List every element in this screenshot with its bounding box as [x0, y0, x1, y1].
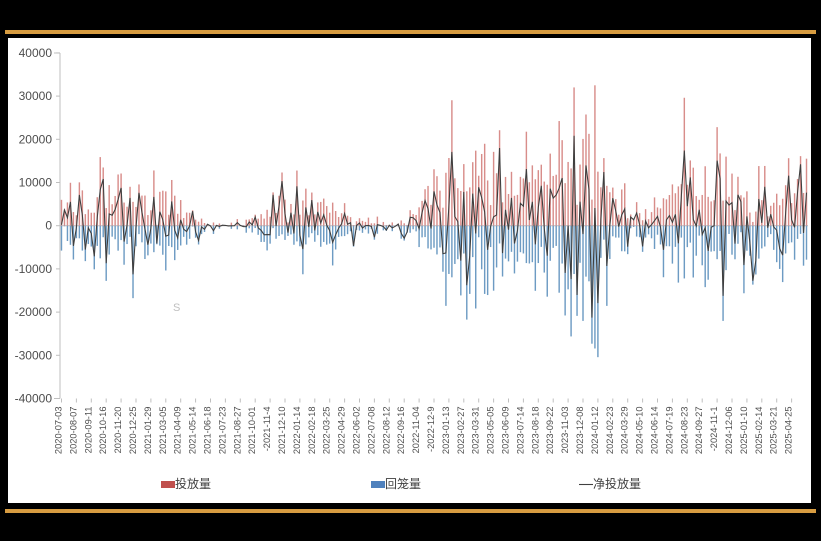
svg-text:2024-12-06: 2024-12-06 — [724, 407, 734, 455]
svg-text:2023-03-31: 2023-03-31 — [471, 407, 481, 455]
svg-text:2024-06-14: 2024-06-14 — [650, 407, 660, 455]
svg-text:30000: 30000 — [19, 89, 53, 103]
svg-text:-2024-11-1: -2024-11-1 — [709, 407, 719, 452]
svg-text:10000: 10000 — [19, 176, 53, 190]
svg-text:2021-10-01: 2021-10-01 — [247, 407, 257, 455]
svg-text:2025-01-10: 2025-01-10 — [739, 407, 749, 455]
svg-text:2023-06-09: 2023-06-09 — [501, 407, 511, 455]
svg-text:2023-12-08: 2023-12-08 — [575, 407, 585, 455]
svg-text:2022-07-08: 2022-07-08 — [366, 407, 376, 455]
svg-text:20000: 20000 — [19, 132, 53, 146]
svg-text:回笼量: 回笼量 — [385, 476, 421, 491]
svg-text:2022-03-25: 2022-03-25 — [322, 407, 332, 455]
svg-text:2020-09-11: 2020-09-11 — [83, 407, 93, 454]
svg-text:2024-09-27: 2024-09-27 — [694, 407, 704, 455]
svg-text:2022-08-12: 2022-08-12 — [381, 407, 391, 455]
svg-text:2021-01-29: 2021-01-29 — [143, 407, 153, 455]
svg-text:-30000: -30000 — [15, 348, 53, 362]
svg-text:-2021-11-4: -2021-11-4 — [262, 407, 272, 452]
svg-text:S: S — [173, 302, 180, 314]
svg-text:2021-03-05: 2021-03-05 — [158, 407, 168, 455]
svg-text:2020-07-03: 2020-07-03 — [53, 407, 63, 455]
svg-text:2021-07-23: 2021-07-23 — [217, 407, 227, 455]
svg-text:2022-09-16: 2022-09-16 — [396, 407, 406, 455]
svg-text:2025-03-21: 2025-03-21 — [769, 407, 779, 455]
svg-text:2024-02-23: 2024-02-23 — [605, 407, 615, 455]
svg-text:2023-01-13: 2023-01-13 — [441, 407, 451, 455]
svg-text:2024-07-19: 2024-07-19 — [664, 407, 674, 455]
svg-text:2022-06-02: 2022-06-02 — [352, 407, 362, 455]
svg-text:2021-12-10: 2021-12-10 — [277, 407, 287, 455]
svg-text:2024-03-29: 2024-03-29 — [620, 407, 630, 455]
svg-text:2023-08-18: 2023-08-18 — [530, 407, 540, 455]
svg-text:净投放量: 净投放量 — [593, 476, 641, 491]
svg-text:2024-01-12: 2024-01-12 — [590, 407, 600, 455]
svg-text:2023-02-27: 2023-02-27 — [456, 407, 466, 455]
svg-text:2020-10-16: 2020-10-16 — [98, 407, 108, 455]
svg-text:2023-09-22: 2023-09-22 — [545, 407, 555, 455]
svg-text:2021-08-27: 2021-08-27 — [232, 407, 242, 455]
svg-text:-40000: -40000 — [15, 392, 53, 406]
svg-text:2022-01-14: 2022-01-14 — [292, 407, 302, 455]
svg-text:40000: 40000 — [19, 46, 53, 60]
svg-text:0: 0 — [45, 219, 52, 233]
svg-text:2023-07-14: 2023-07-14 — [515, 407, 525, 455]
svg-text:2024-08-23: 2024-08-23 — [679, 407, 689, 455]
svg-text:2020-12-25: 2020-12-25 — [128, 407, 138, 455]
svg-text:2020-11-20: 2020-11-20 — [113, 407, 123, 454]
svg-text:2024-05-10: 2024-05-10 — [635, 407, 645, 455]
svg-text:2022-11-04: 2022-11-04 — [411, 407, 421, 454]
svg-text:2021-06-18: 2021-06-18 — [202, 407, 212, 455]
svg-text:2025-04-25: 2025-04-25 — [784, 407, 794, 455]
svg-text:-20000: -20000 — [15, 305, 53, 319]
svg-text:2025-02-14: 2025-02-14 — [754, 407, 764, 455]
svg-text:2022-04-29: 2022-04-29 — [337, 407, 347, 455]
svg-text:-10000: -10000 — [15, 262, 53, 276]
svg-text:2021-05-14: 2021-05-14 — [188, 407, 198, 455]
svg-text:投放量: 投放量 — [175, 476, 211, 491]
svg-text:2020-08-07: 2020-08-07 — [68, 407, 78, 455]
svg-text:-2022-12-9: -2022-12-9 — [426, 407, 436, 452]
svg-text:2022-02-18: 2022-02-18 — [307, 407, 317, 455]
svg-text:2023-11-03: 2023-11-03 — [560, 407, 570, 454]
svg-text:2023-05-05: 2023-05-05 — [486, 406, 496, 454]
svg-text:2021-04-09: 2021-04-09 — [173, 407, 183, 455]
